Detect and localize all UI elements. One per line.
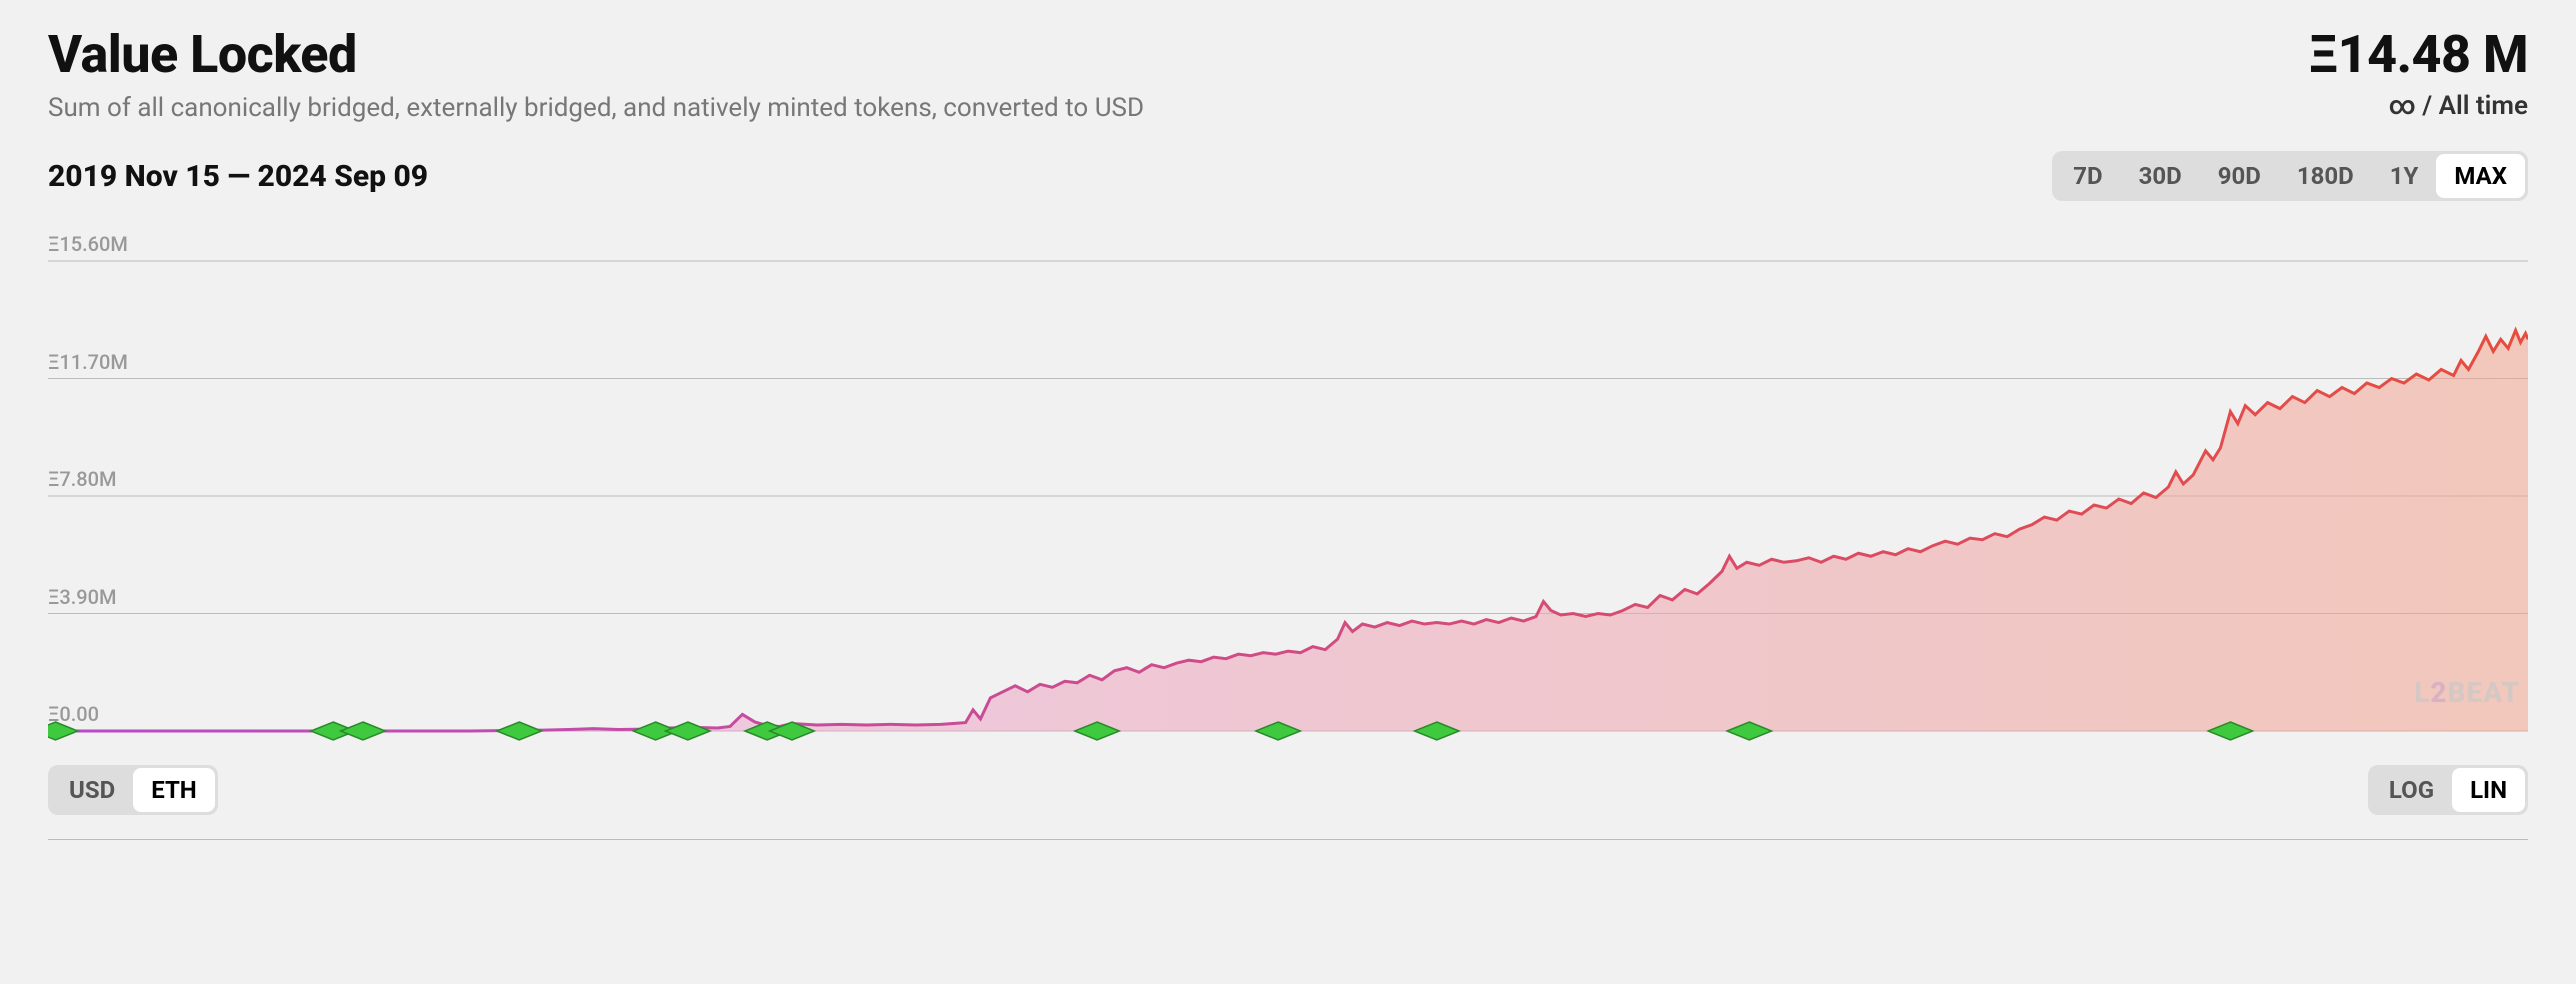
watermark-mid: 2 — [2430, 676, 2447, 709]
range-btn-7d[interactable]: 7D — [2055, 154, 2120, 198]
range-btn-max[interactable]: MAX — [2436, 154, 2525, 198]
scale-btn-log[interactable]: LOG — [2371, 768, 2452, 812]
page-title: Value Locked — [48, 24, 1144, 85]
date-range: 2019 Nov 15 — 2024 Sep 09 — [48, 159, 428, 194]
range-btn-90d[interactable]: 90D — [2200, 154, 2279, 198]
scale-btn-lin[interactable]: LIN — [2452, 768, 2525, 812]
section-divider — [48, 839, 2528, 840]
watermark: L2BEAT — [2414, 676, 2520, 709]
currency-btn-eth[interactable]: ETH — [133, 768, 215, 812]
value-number: 14.48 — [2338, 24, 2471, 85]
page-subtitle: Sum of all canonically bridged, external… — [48, 93, 1144, 123]
range-btn-180d[interactable]: 180D — [2279, 154, 2372, 198]
value-suffix: M — [2483, 24, 2528, 85]
event-marker[interactable] — [497, 722, 542, 740]
y-tick-label: Ξ11.70M — [48, 350, 128, 374]
y-tick-label: Ξ3.90M — [48, 585, 117, 609]
watermark-pre: L — [2414, 676, 2430, 709]
event-marker[interactable] — [666, 722, 711, 740]
chart-fill — [48, 330, 2528, 731]
time-range-selector: 7D30D90D180D1YMAX — [2052, 151, 2528, 201]
value-locked-chart — [48, 231, 2528, 751]
event-marker[interactable] — [341, 722, 386, 740]
watermark-post: BEAT — [2448, 676, 2520, 709]
chart-area: Ξ15.60M Ξ11.70M Ξ7.80M Ξ3.90M Ξ0.00 L2BEAT — [48, 231, 2528, 751]
currency-toggle: USDETH — [48, 765, 218, 815]
scale-toggle: LOGLIN — [2368, 765, 2528, 815]
range-btn-30d[interactable]: 30D — [2121, 154, 2200, 198]
range-btn-1y[interactable]: 1Y — [2372, 154, 2437, 198]
total-value: Ξ14.48 M — [2309, 24, 2528, 85]
y-tick-label: Ξ15.60M — [48, 232, 128, 256]
y-tick-label: Ξ0.00 — [48, 702, 99, 726]
alltime-label: ∞ / All time — [2309, 91, 2528, 121]
value-prefix: Ξ — [2309, 24, 2338, 85]
currency-btn-usd[interactable]: USD — [51, 768, 133, 812]
y-tick-label: Ξ7.80M — [48, 467, 117, 491]
